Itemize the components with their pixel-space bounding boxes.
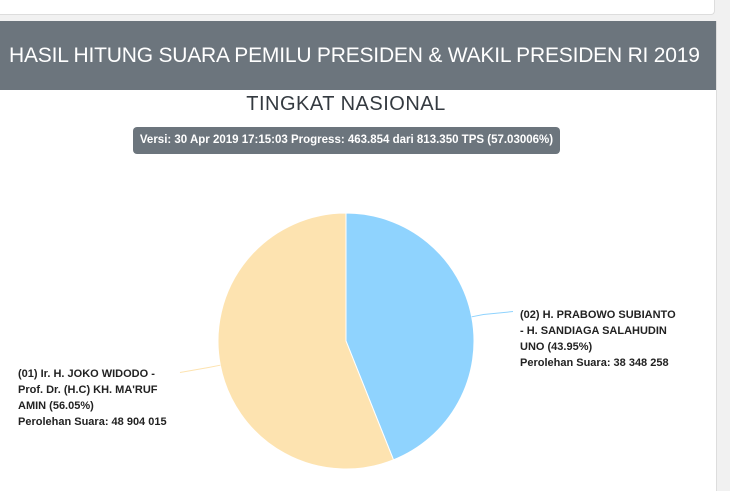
label-line: Perolehan Suara: 38 348 258: [520, 357, 669, 369]
label-line: Prof. Dr. (H.C) KH. MA'RUF: [18, 384, 158, 396]
slice-label-01: (01) Ir. H. JOKO WIDODO - Prof. Dr. (H.C)…: [18, 366, 167, 430]
pie-slice[interactable]: [217, 212, 395, 470]
slice-label-02: (02) H. PRABOWO SUBIANTO - H. SANDIAGA SA…: [520, 307, 676, 371]
chart-title: TINGKAT NASIONAL: [246, 93, 446, 115]
label-line: (02) H. PRABOWO SUBIANTO: [520, 309, 676, 321]
label-line: UNO (43.95%): [520, 341, 593, 353]
top-card: [0, 0, 715, 15]
label-line: AMIN (56.05%): [18, 400, 94, 412]
page-title: HASIL HITUNG SUARA PEMILU PRESIDEN & WAK…: [0, 21, 716, 90]
label-line: Perolehan Suara: 48 904 015: [18, 416, 167, 428]
label-line: (01) Ir. H. JOKO WIDODO -: [18, 368, 155, 380]
label-line: - H. SANDIAGA SALAHUDIN: [520, 325, 667, 337]
version-badge: Versi: 30 Apr 2019 17:15:03 Progress: 46…: [133, 127, 560, 154]
leader-line: [471, 311, 514, 318]
leader-line: [179, 364, 221, 373]
